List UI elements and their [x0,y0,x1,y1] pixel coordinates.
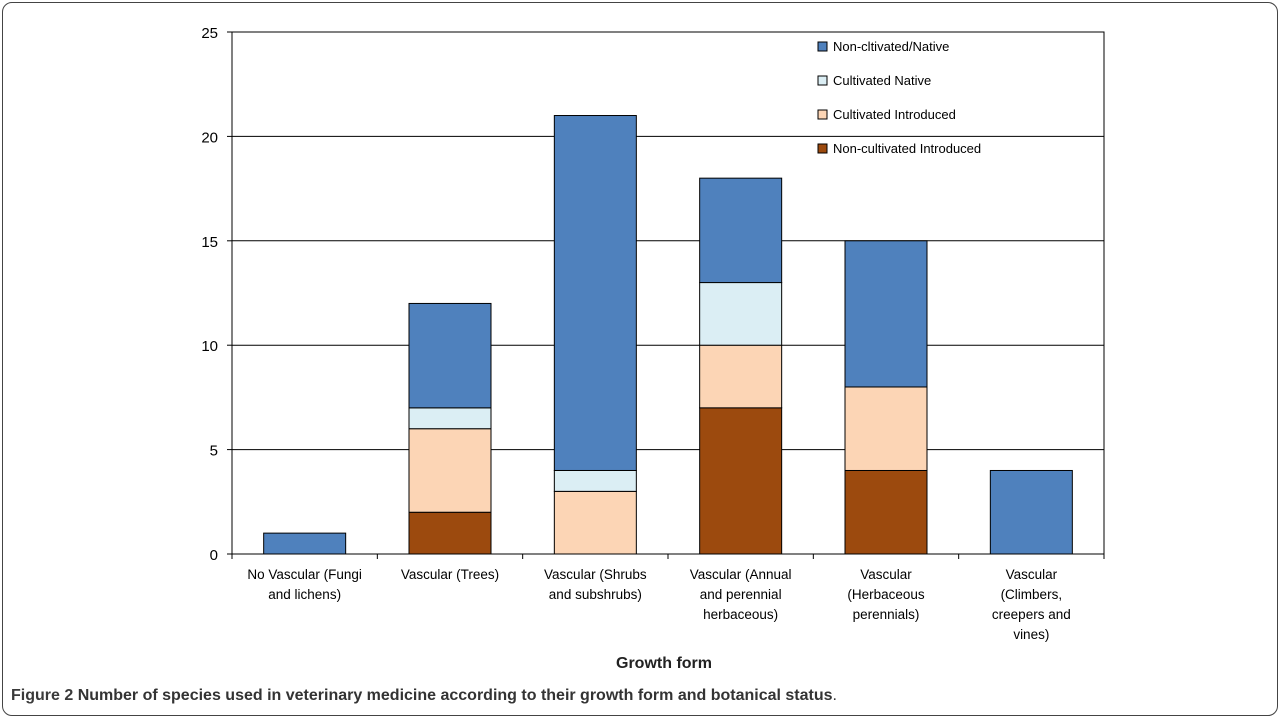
bar-segment [844,240,928,388]
bar-segment [699,407,783,555]
bar-segment [844,469,928,555]
y-tick-label: 5 [210,443,218,460]
legend-swatch [817,75,828,86]
legend-swatch [817,41,828,52]
x-tick-label: No Vascular (Fungi and lichens) [247,567,362,602]
x-tick-label: Vascular (Herbaceous perennials) [847,567,925,622]
bar-segment [408,407,492,430]
bar-segment [553,490,637,555]
bar-segment [408,511,492,555]
bar-segment [408,302,492,409]
caption-period: . [832,687,837,704]
x-tick-label: Vascular (Trees) [401,567,499,582]
legend-label: Cultivated Native [833,73,931,88]
x-axis-title: Growth form [616,655,712,672]
x-tick-label: Vascular (Annual and perennial herbaceous) [690,567,792,622]
bar-segment [408,428,492,513]
legend-label: Non-cltivated/Native [833,39,949,54]
caption-label: Figure 2 [11,687,74,704]
legend-label: Non-cultivated Introduced [833,141,981,156]
bar-segment [844,386,928,471]
bar-segment [553,469,637,492]
legend-swatch [817,109,828,120]
stacked-bar-chart: 0 5 10 15 20 25 No Vascular (Fungi and lichens)… [201,25,1105,672]
bar-segment [989,469,1073,555]
x-tick-label: Vascular (Climbers, creepers and vines) [992,567,1071,642]
bar-segment [553,115,637,471]
y-tick-label: 10 [201,338,218,355]
plot-area [231,31,1105,555]
x-tick-label: Vascular (Shrubs and subshrubs) [544,567,647,602]
legend-swatch [817,143,828,154]
bar-segment [699,177,783,284]
y-tick-label: 20 [201,129,218,146]
y-tick-label: 0 [210,547,218,564]
bar-segment [699,344,783,409]
bar-segment [263,532,347,555]
figure-caption: Figure 2 Number of species used in veter… [11,687,837,705]
y-tick-label: 25 [201,25,218,42]
y-tick-label: 15 [201,234,218,251]
bar-segment [699,282,783,346]
legend-label: Cultivated Introduced [833,107,956,122]
caption-text: Number of species used in veterinary med… [77,687,833,704]
